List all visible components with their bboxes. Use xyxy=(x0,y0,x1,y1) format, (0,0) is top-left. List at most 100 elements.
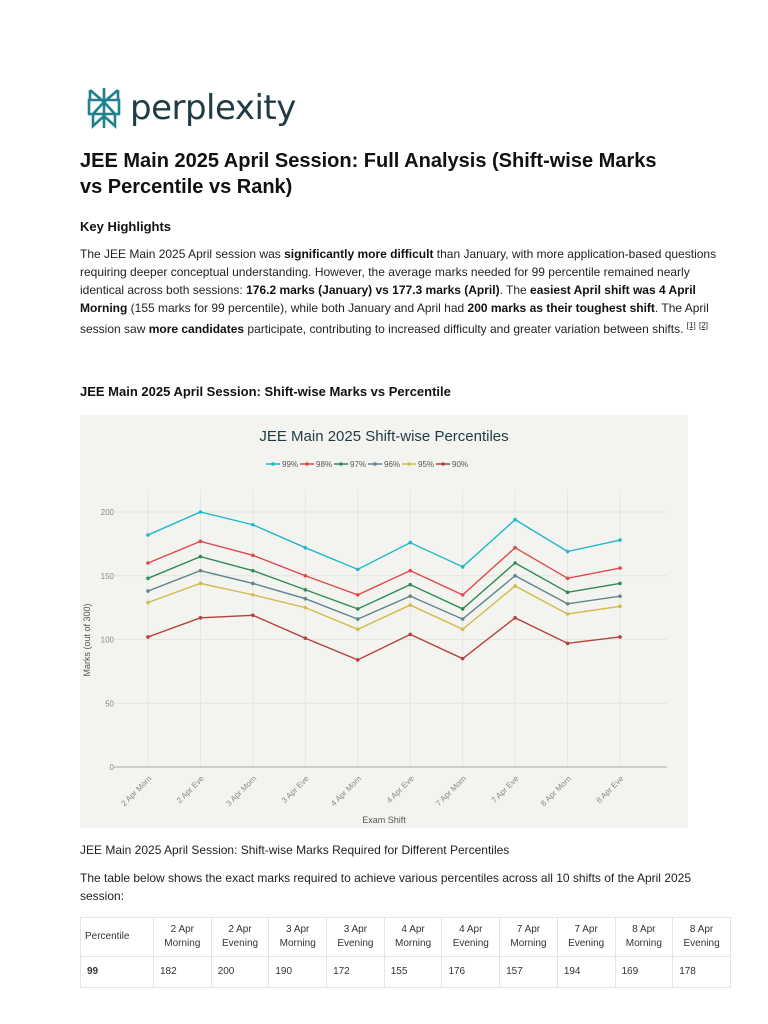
x-tick-label: 4 Apr Eve xyxy=(385,774,416,805)
x-tick-label: 7 Apr Morn xyxy=(434,774,468,808)
data-point xyxy=(198,616,203,620)
data-point xyxy=(355,567,360,572)
series-line-96pct xyxy=(147,569,621,620)
table-cell: 99 xyxy=(80,956,154,988)
data-point xyxy=(303,605,308,610)
data-point xyxy=(198,568,203,573)
table-header-row: Percentile 2 Apr Morning 2 Apr Evening 3 Apr M… xyxy=(80,917,731,957)
data-point xyxy=(460,607,465,611)
data-point xyxy=(618,594,622,598)
data-point xyxy=(618,538,622,542)
table-cell: 155 xyxy=(383,956,443,988)
column-header: 7 Apr Morning xyxy=(499,917,558,957)
data-point xyxy=(460,593,465,597)
column-header: Percentile xyxy=(80,917,154,957)
data-point xyxy=(460,565,465,569)
series-line-95pct xyxy=(147,582,621,631)
column-header: 8 Apr Morning xyxy=(614,917,674,957)
column-header: 4 Apr Evening xyxy=(441,917,501,957)
table-cell: 169 xyxy=(614,956,674,988)
series-line-99pct xyxy=(147,511,621,571)
data-point xyxy=(146,576,150,581)
legend-label: 99% xyxy=(282,460,298,469)
legend-label: 96% xyxy=(384,460,400,469)
data-point xyxy=(303,573,308,578)
perplexity-logo: perplexity xyxy=(86,86,296,130)
data-point xyxy=(303,636,308,641)
page-title: JEE Main 2025 April Session: Full Analys… xyxy=(80,150,657,198)
data-point xyxy=(303,545,308,550)
data-point xyxy=(408,603,413,607)
text-segment: The JEE Main 2025 April session was xyxy=(80,247,285,261)
brand-name: perplexity xyxy=(130,88,296,128)
data-point xyxy=(513,573,517,578)
data-point xyxy=(146,533,150,537)
series-line-97pct xyxy=(147,555,621,610)
x-tick-label: 7 Apr Eve xyxy=(490,774,521,805)
data-point xyxy=(565,590,570,595)
bold-text: easiest April shift was 4 April Morning xyxy=(80,283,696,315)
legend-marker xyxy=(373,462,377,466)
data-point xyxy=(146,561,150,565)
bold-text: more candidates xyxy=(148,322,245,336)
x-tick-label: 2 Apr Morn xyxy=(119,774,153,808)
data-point xyxy=(408,632,413,637)
data-point xyxy=(198,539,203,544)
data-point xyxy=(251,522,255,527)
column-header: 3 Apr Morning xyxy=(268,917,328,957)
data-point xyxy=(408,540,413,545)
data-point xyxy=(513,584,517,588)
text-segment: . The xyxy=(499,283,531,297)
data-point xyxy=(513,545,517,550)
data-point xyxy=(355,658,360,662)
legend-marker xyxy=(441,462,445,466)
data-point xyxy=(513,616,517,620)
data-point xyxy=(146,589,150,593)
data-point xyxy=(303,596,308,601)
legend-label: 90% xyxy=(452,460,468,469)
legend-marker xyxy=(339,462,343,466)
data-point xyxy=(355,607,360,611)
data-point xyxy=(303,587,308,592)
table-cell: 200 xyxy=(210,956,270,988)
table-cell: 176 xyxy=(441,956,501,988)
table-cell: 194 xyxy=(556,956,616,988)
data-point xyxy=(460,656,465,661)
y-tick-label: 150 xyxy=(101,572,115,581)
y-tick-label: 200 xyxy=(101,508,115,517)
data-point xyxy=(408,582,413,587)
data-point xyxy=(251,568,255,573)
y-tick-label: 50 xyxy=(105,699,114,708)
column-header: 3 Apr Evening xyxy=(326,917,385,957)
x-tick-label: 8 Apr Morn xyxy=(539,774,573,808)
data-point xyxy=(513,517,517,522)
table-cell: 182 xyxy=(153,956,212,988)
text-segment: . The April session saw xyxy=(80,301,709,336)
column-header: 2 Apr Morning xyxy=(153,917,212,957)
data-point xyxy=(146,600,150,605)
bold-text: 200 marks as their toughest shift xyxy=(467,301,655,315)
data-point xyxy=(513,561,517,565)
data-point xyxy=(251,593,255,597)
table-row: 99 182 200 190 172 155 176 157 194 169 178 xyxy=(80,956,731,988)
text-segment: than January, with more application-base… xyxy=(80,247,717,297)
citation-link[interactable]: [1] xyxy=(686,321,696,330)
chart-title: JEE Main 2025 Shift-wise Percentiles xyxy=(259,428,508,445)
data-point xyxy=(355,617,360,621)
data-point xyxy=(408,568,413,573)
y-tick-label: 100 xyxy=(101,636,115,645)
data-point xyxy=(565,576,570,581)
data-point xyxy=(565,641,570,646)
data-point xyxy=(251,553,255,558)
text-segment: (155 marks for 99 percentile), while bot… xyxy=(127,301,468,315)
column-header: 7 Apr Evening xyxy=(556,917,616,957)
chart-section-heading: JEE Main 2025 April Session: Shift-wise … xyxy=(80,384,451,399)
citation-link[interactable]: [2] xyxy=(699,321,708,330)
data-point xyxy=(355,627,360,632)
x-axis-title: Exam Shift xyxy=(362,815,406,825)
column-header: 4 Apr Morning xyxy=(383,917,443,957)
percentile-table: Percentile 2 Apr Morning 2 Apr Evening 3 Apr M… xyxy=(80,917,731,988)
data-point xyxy=(251,613,255,618)
data-point xyxy=(251,581,255,586)
data-point xyxy=(355,593,360,597)
